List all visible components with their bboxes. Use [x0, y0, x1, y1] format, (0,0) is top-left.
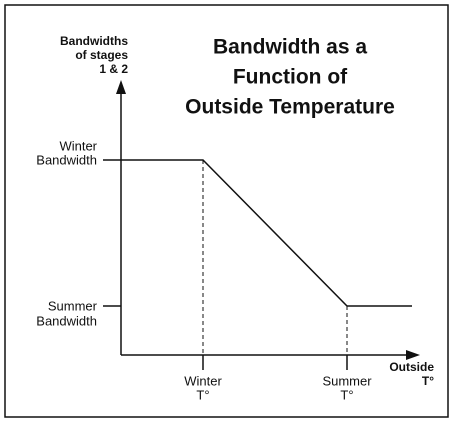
- arrow: [116, 80, 126, 94]
- x-label: Winter: [184, 373, 222, 388]
- title-line: Function of: [233, 66, 348, 89]
- y-axis-label: of stages: [75, 48, 128, 62]
- x-label: T°: [340, 387, 353, 402]
- y-axis-label: Bandwidths: [60, 34, 128, 48]
- x-label: T°: [196, 387, 209, 402]
- title-line: Outside Temperature: [185, 96, 395, 119]
- arrow: [406, 350, 420, 360]
- x-axis-label: Outside: [389, 360, 434, 374]
- axes: [103, 92, 408, 370]
- y-axis-label: 1 & 2: [99, 62, 128, 76]
- x-axis-label: T°: [422, 374, 434, 388]
- title-line: Bandwidth as a: [213, 36, 367, 59]
- frame: [4, 4, 449, 418]
- y-label: Summer: [48, 298, 98, 313]
- y-label: Bandwidth: [36, 152, 97, 167]
- y-label: Bandwidth: [36, 313, 97, 328]
- bandwidth-line: [121, 159, 412, 307]
- y-label: Winter: [59, 138, 97, 153]
- x-label: Summer: [322, 373, 372, 388]
